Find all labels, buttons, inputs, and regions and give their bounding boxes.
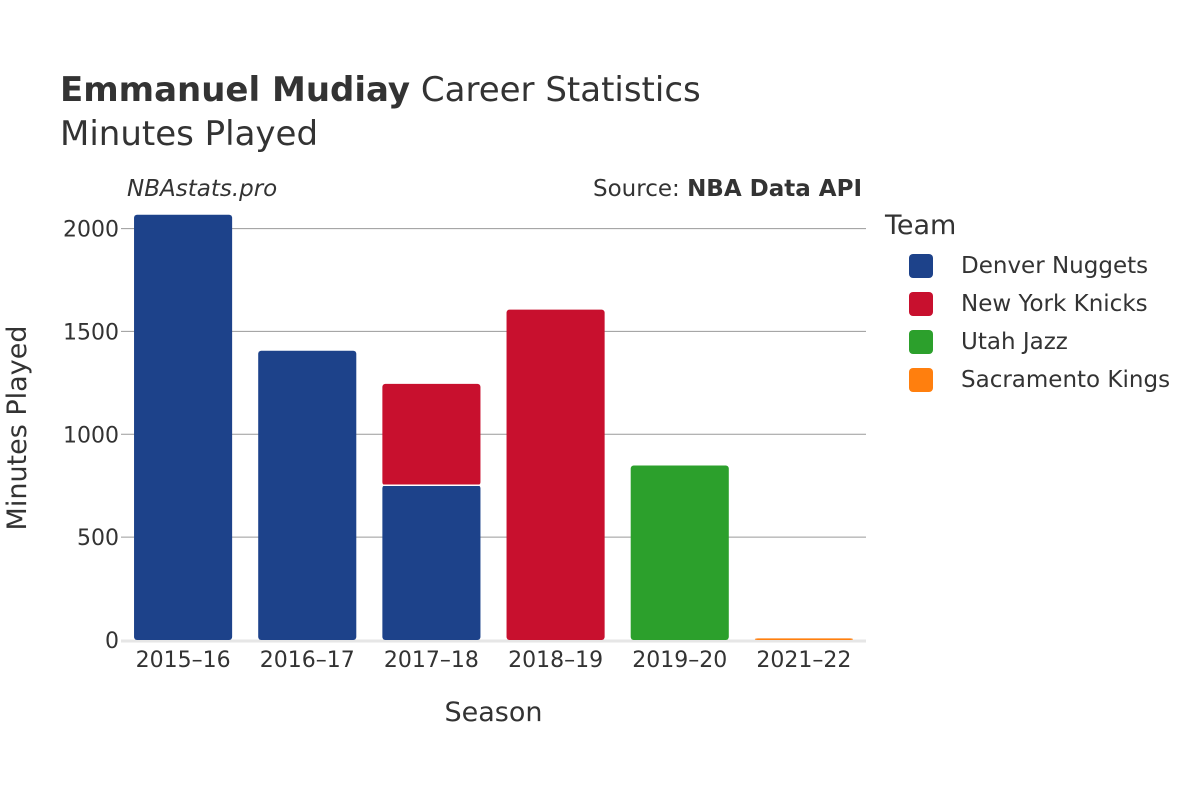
source-name: NBA Data API [687, 176, 862, 202]
bar-utah-jazz [630, 465, 729, 640]
legend-item-sacramento-kings[interactable]: Sacramento Kings [909, 367, 1171, 393]
x-tick-label: 2016–17 [260, 648, 355, 673]
legend-item-utah-jazz[interactable]: Utah Jazz [909, 329, 1068, 355]
x-tick-label: 2021–22 [756, 648, 851, 673]
y-tick-label: 1000 [63, 423, 119, 448]
bar-new-york-knicks [382, 383, 481, 486]
source-prefix: Source: [593, 176, 688, 202]
bar-new-york-knicks [506, 309, 605, 640]
bar-sacramento-kings [754, 638, 853, 640]
legend-swatch [909, 292, 933, 316]
legend: Team Denver Nuggets New York Knicks Utah… [885, 208, 1170, 393]
x-axis-title: Season [445, 697, 543, 728]
legend-label: Denver Nuggets [961, 253, 1149, 279]
legend-label: New York Knicks [961, 291, 1148, 317]
legend-label: Sacramento Kings [961, 367, 1171, 393]
y-tick-label: 0 [105, 629, 119, 654]
legend-swatch [909, 368, 933, 392]
bar-denver-nuggets [382, 485, 481, 640]
watermark: NBAstats.pro [127, 176, 278, 202]
legend-swatch [909, 254, 933, 278]
x-tick-label: 2015–16 [136, 648, 231, 673]
bar-denver-nuggets [134, 214, 233, 640]
chart-title: Emmanuel Mudiay Career Statistics [60, 68, 701, 112]
x-tick-label: 2019–20 [632, 648, 727, 673]
source-credit: Source: NBA Data API [593, 176, 862, 202]
bar-denver-nuggets [258, 350, 357, 640]
legend-item-denver-nuggets[interactable]: Denver Nuggets [909, 253, 1149, 279]
player-name: Emmanuel Mudiay [60, 70, 411, 110]
legend-title: Team [885, 210, 957, 241]
y-tick-label: 1500 [63, 320, 119, 345]
chart-subtitle: Minutes Played [60, 114, 319, 154]
y-tick-label: 500 [77, 526, 119, 551]
y-axis-title: Minutes Played [2, 326, 33, 531]
title-rest: Career Statistics [420, 70, 701, 110]
legend-item-new-york-knicks[interactable]: New York Knicks [909, 291, 1148, 317]
legend-label: Utah Jazz [961, 329, 1068, 355]
y-tick-label: 2000 [63, 218, 119, 243]
legend-swatch [909, 330, 933, 354]
x-tick-label: 2018–19 [508, 648, 603, 673]
x-tick-label: 2017–18 [384, 648, 479, 673]
